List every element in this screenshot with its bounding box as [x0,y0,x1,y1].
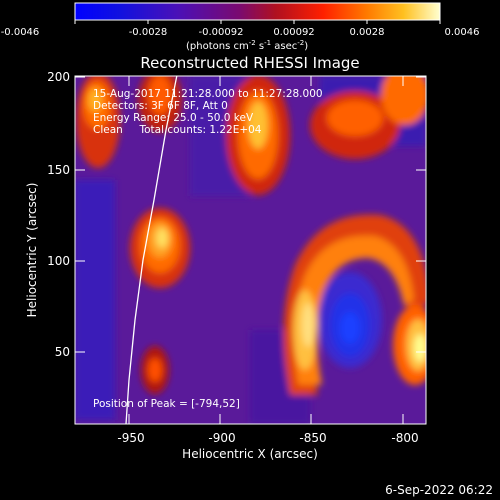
info-line-detectors: Detectors: 3F 6F 8F, Att 0 [93,100,228,112]
footer-timestamp: 6-Sep-2022 06:22 [385,483,493,497]
colorbar-tick-label: 0.00092 [273,27,314,38]
colorbar-tick-label: -0.00092 [199,27,244,38]
colorbar-tick-marks [74,20,441,24]
y-axis-ticks [75,76,426,353]
colorbar-tick-label: -0.0028 [129,27,168,38]
x-axis-ticks [128,76,404,424]
y-tick-label: 100 [47,254,70,268]
x-tick-label: -800 [391,431,418,445]
colorbar-units: (photons cm-2 s-1 asec-2) [186,39,308,52]
y-tick-label: 50 [55,345,70,359]
plot-frame [74,75,427,425]
colorbar-tick-labels: -0.0046 -0.0028 -0.00092 0.00092 0.0028 … [1,27,480,38]
info-block: 15-Aug-2017 11:21:28.000 to 11:27:28.000… [93,88,323,136]
colorbar [74,2,441,21]
colorbar-tick-label: 0.0046 [445,27,480,38]
colorbar-tick-label: 0.0028 [350,27,385,38]
info-line-time: 15-Aug-2017 11:21:28.000 to 11:27:28.000 [93,88,323,100]
heatmap-image [75,76,426,424]
x-tick-label: -950 [117,431,144,445]
y-tick-label: 200 [47,70,70,84]
solar-limb-line [125,76,178,424]
peak-position-label: Position of Peak = [-794,52] [93,398,240,410]
y-axis-label: Heliocentric Y (arcsec) [25,183,39,318]
x-tick-label: -850 [299,431,326,445]
info-line-counts: Clean Total counts: 1.22E+04 [93,124,262,136]
y-tick-label: 150 [47,163,70,177]
info-line-energy: Energy Range: 25.0 - 50.0 keV [93,112,254,124]
x-axis-label: Heliocentric X (arcsec) [182,447,318,461]
plot-title: Reconstructed RHESSI Image [140,54,359,72]
colorbar-tick-label: -0.0046 [1,27,40,38]
x-tick-label: -900 [208,431,235,445]
